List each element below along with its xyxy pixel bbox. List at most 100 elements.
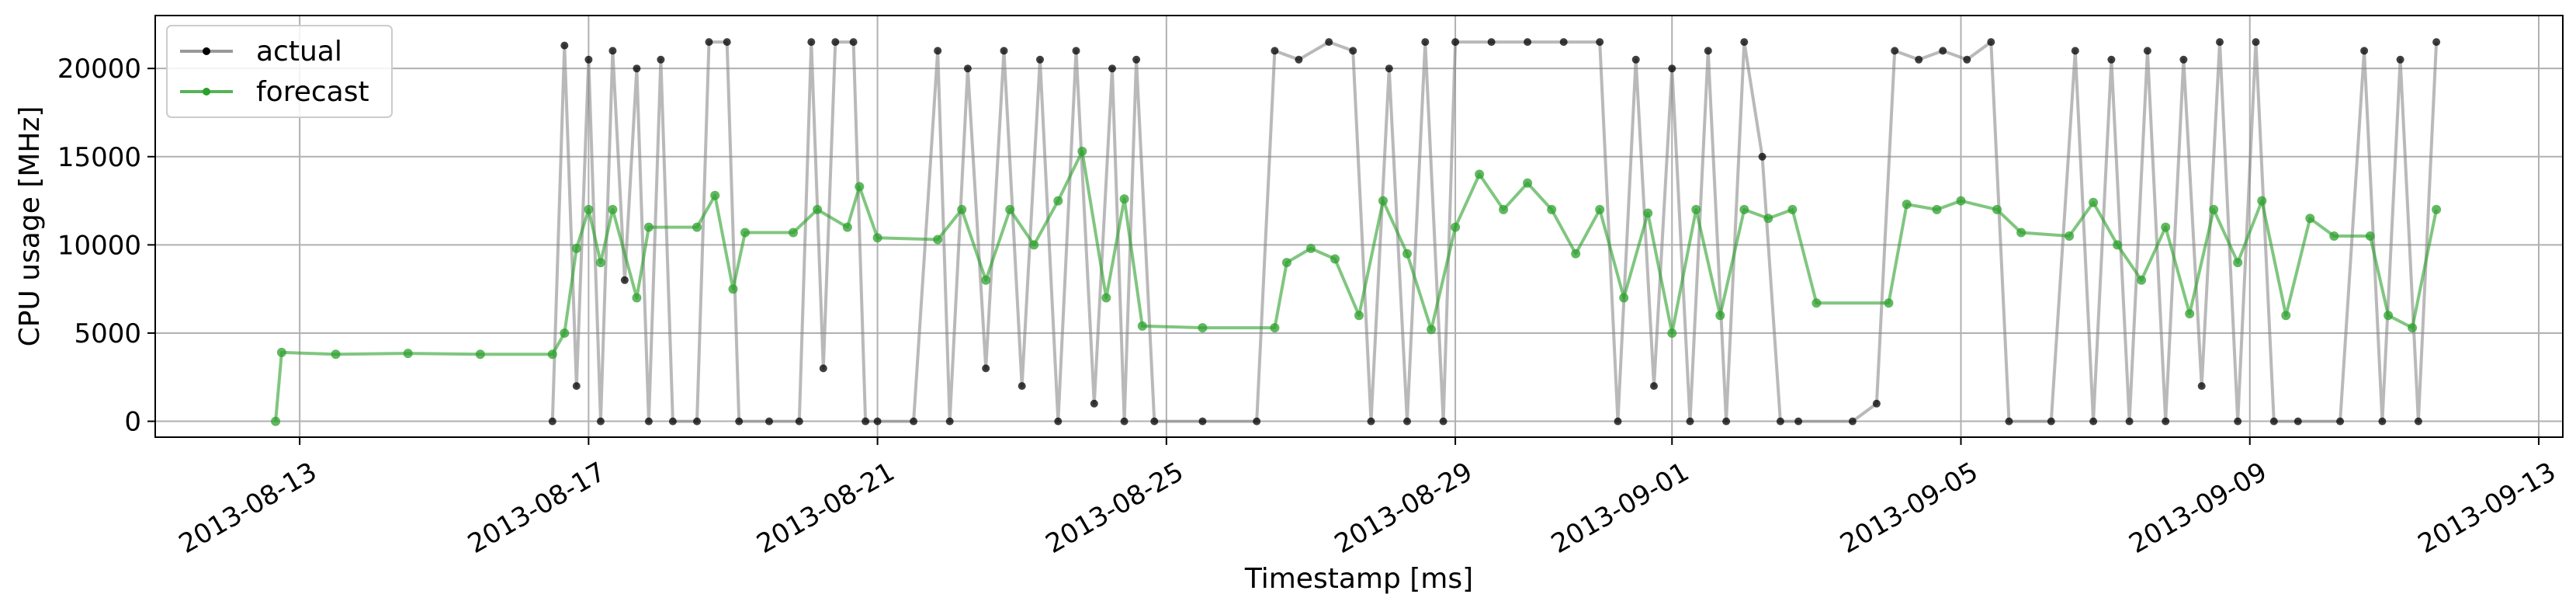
- actual-point: [1054, 417, 1063, 426]
- actual-point: [2071, 47, 2079, 55]
- forecast-point: [933, 235, 943, 245]
- forecast-point: [1402, 248, 1412, 259]
- forecast-point: [728, 284, 738, 294]
- actual-point: [862, 417, 870, 426]
- actual-point: [1939, 47, 1947, 55]
- forecast-point: [2137, 275, 2147, 285]
- actual-point: [608, 47, 617, 55]
- actual-point: [1295, 55, 1303, 64]
- actual-point: [644, 417, 653, 426]
- actual-point: [1891, 47, 1899, 55]
- forecast-point: [1101, 293, 1111, 303]
- actual-point: [1090, 399, 1098, 408]
- actual-point: [2107, 55, 2116, 64]
- forecast-point: [1571, 248, 1581, 259]
- actual-point: [1150, 417, 1159, 426]
- plot-frame: [154, 15, 2564, 438]
- actual-point: [560, 41, 569, 50]
- actual-point: [1349, 47, 1357, 55]
- forecast-point: [1077, 146, 1087, 156]
- forecast-point: [1270, 323, 1280, 333]
- actual-point: [1872, 399, 1881, 408]
- actual-point: [2179, 55, 2188, 64]
- forecast-point: [957, 204, 967, 214]
- actual-point: [1686, 417, 1694, 426]
- actual-point: [1987, 38, 1995, 47]
- actual-point: [723, 38, 731, 47]
- forecast-point: [1932, 204, 1942, 214]
- legend: actual forecast: [166, 25, 393, 118]
- forecast-point: [981, 275, 991, 285]
- actual-point: [2089, 417, 2098, 426]
- forecast-point: [2329, 231, 2339, 241]
- actual-series: [548, 38, 2441, 426]
- actual-point: [1451, 38, 1460, 47]
- actual-point: [2396, 55, 2404, 64]
- actual-point: [2234, 417, 2242, 426]
- actual-point: [693, 417, 701, 426]
- forecast-legend-marker: [203, 88, 210, 96]
- forecast-point: [1902, 200, 1912, 210]
- forecast-point: [1330, 254, 1340, 264]
- forecast-point: [2408, 323, 2418, 333]
- actual-point: [795, 417, 803, 426]
- x-tick-label: 2013-09-09: [2124, 457, 2273, 560]
- actual-point: [1072, 47, 1080, 55]
- forecast-point: [643, 222, 654, 232]
- x-tick-label: 2013-09-13: [2413, 457, 2561, 560]
- forecast-point: [331, 349, 341, 360]
- actual-point: [2162, 417, 2170, 426]
- y-tick-label: 20000: [57, 54, 141, 85]
- actual-point: [548, 417, 556, 426]
- forecast-point: [595, 258, 605, 268]
- actual-point: [2269, 417, 2278, 426]
- actual-point: [1596, 38, 1604, 47]
- actual-point: [934, 47, 942, 55]
- forecast-point: [571, 243, 581, 253]
- forecast-point: [872, 233, 882, 243]
- actual-point: [1487, 38, 1496, 47]
- forecast-point: [692, 222, 702, 232]
- forecast-point: [1667, 328, 1677, 338]
- forecast-point: [1475, 169, 1485, 179]
- actual-point: [2252, 38, 2260, 47]
- forecast-point: [855, 182, 865, 192]
- actual-point: [1963, 55, 1971, 64]
- forecast-point: [710, 190, 720, 200]
- forecast-point: [1739, 204, 1749, 214]
- y-tick-label: 0: [124, 407, 141, 438]
- actual-point: [963, 64, 972, 73]
- actual-legend-marker: [203, 47, 210, 55]
- actual-point: [657, 55, 665, 64]
- actual-point: [2293, 417, 2302, 426]
- forecast-point: [1547, 204, 1557, 214]
- forecast-point: [1005, 204, 1015, 214]
- forecast-point: [2016, 228, 2026, 238]
- forecast-point: [1691, 204, 1701, 214]
- forecast-point: [740, 228, 750, 238]
- forecast-point: [1715, 311, 1725, 321]
- forecast-point: [1378, 196, 1388, 206]
- actual-point: [1794, 417, 1803, 426]
- actual-point: [705, 38, 713, 47]
- x-tick-label: 2013-08-29: [1330, 457, 1478, 560]
- y-axis-label: CPU usage [MHz]: [14, 106, 46, 347]
- forecast-point: [584, 204, 594, 214]
- forecast-point: [1451, 222, 1461, 232]
- actual-point: [1559, 38, 1568, 47]
- actual-point: [849, 38, 858, 47]
- x-tick-label: 2013-08-13: [174, 457, 322, 560]
- forecast-point: [1119, 194, 1129, 204]
- actual-point: [620, 276, 629, 284]
- y-tick-label: 5000: [74, 318, 141, 349]
- forecast-point: [1499, 204, 1509, 214]
- actual-point: [2197, 382, 2206, 391]
- forecast-point: [632, 293, 642, 303]
- actual-point: [1848, 417, 1857, 426]
- forecast-point: [2065, 231, 2075, 241]
- actual-legend-label: actual: [256, 36, 342, 68]
- forecast-point: [1198, 323, 1208, 333]
- actual-point: [1000, 47, 1008, 55]
- forecast-point: [2209, 204, 2219, 214]
